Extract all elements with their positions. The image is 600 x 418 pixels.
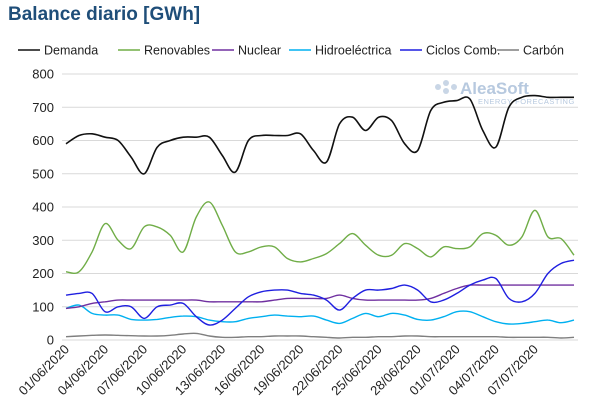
legend-label: Hidroeléctrica [315, 44, 391, 58]
y-axis-ticks: 0 100 200 300 400 500 600 700 800 [32, 67, 54, 348]
legend-label: Nuclear [238, 44, 281, 58]
y-tick-label: 200 [32, 266, 54, 281]
x-axis-ticks: 01/06/202004/06/202007/06/202010/06/2020… [15, 342, 541, 399]
y-tick-label: 800 [32, 67, 54, 82]
legend-label: Ciclos Comb. [426, 44, 500, 58]
series-line-ciclos-comb [65, 259, 575, 326]
series-line-carb-n [65, 332, 575, 339]
legend-label: Renovables [144, 44, 210, 58]
legend-item: Renovables [118, 44, 210, 58]
y-tick-label: 600 [32, 133, 54, 148]
legend-item: Ciclos Comb. [400, 44, 500, 58]
y-tick-label: 700 [32, 100, 54, 115]
legend: Demanda Renovables Nuclear Hidroeléctrica Ci… [18, 44, 564, 58]
y-tick-label: 100 [32, 299, 54, 314]
legend-item: Carbón [497, 44, 564, 58]
y-tick-label: 300 [32, 233, 54, 248]
aleasoft-watermark: AleaSoft ENERGY FORECASTING [435, 79, 575, 106]
legend-label: Demanda [44, 44, 98, 58]
legend-label: Carbón [523, 44, 564, 58]
series-line-nuclear [65, 284, 574, 310]
watermark-name: AleaSoft [460, 79, 529, 98]
legend-item: Hidroeléctrica [289, 44, 391, 58]
grid [62, 73, 578, 341]
legend-item: Nuclear [212, 44, 281, 58]
aleasoft-logo-icon [435, 80, 457, 94]
chart-title: Balance diario [GWh] [8, 4, 201, 25]
watermark-subtitle: ENERGY FORECASTING [478, 97, 575, 106]
series-line-renovables [65, 201, 575, 274]
y-tick-label: 0 [47, 333, 54, 348]
y-tick-label: 500 [32, 166, 54, 181]
series-lines [65, 94, 575, 339]
series-line-hidroel-ctrica [65, 304, 575, 325]
y-tick-label: 400 [32, 200, 54, 215]
series-line-demanda [65, 94, 574, 175]
legend-item: Demanda [18, 44, 98, 58]
